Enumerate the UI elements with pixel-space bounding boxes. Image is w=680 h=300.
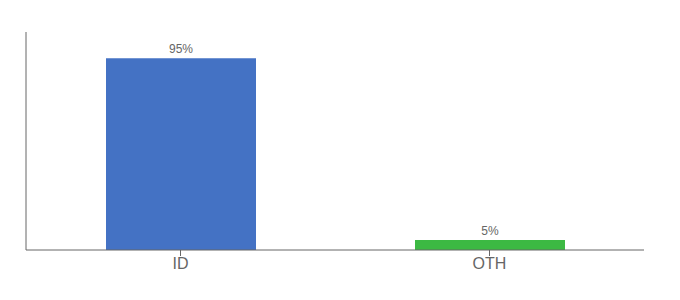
- svg-text:ID: ID: [173, 255, 189, 272]
- svg-text:5%: 5%: [481, 224, 499, 238]
- svg-text:95%: 95%: [169, 42, 193, 56]
- svg-text:OTH: OTH: [473, 255, 507, 272]
